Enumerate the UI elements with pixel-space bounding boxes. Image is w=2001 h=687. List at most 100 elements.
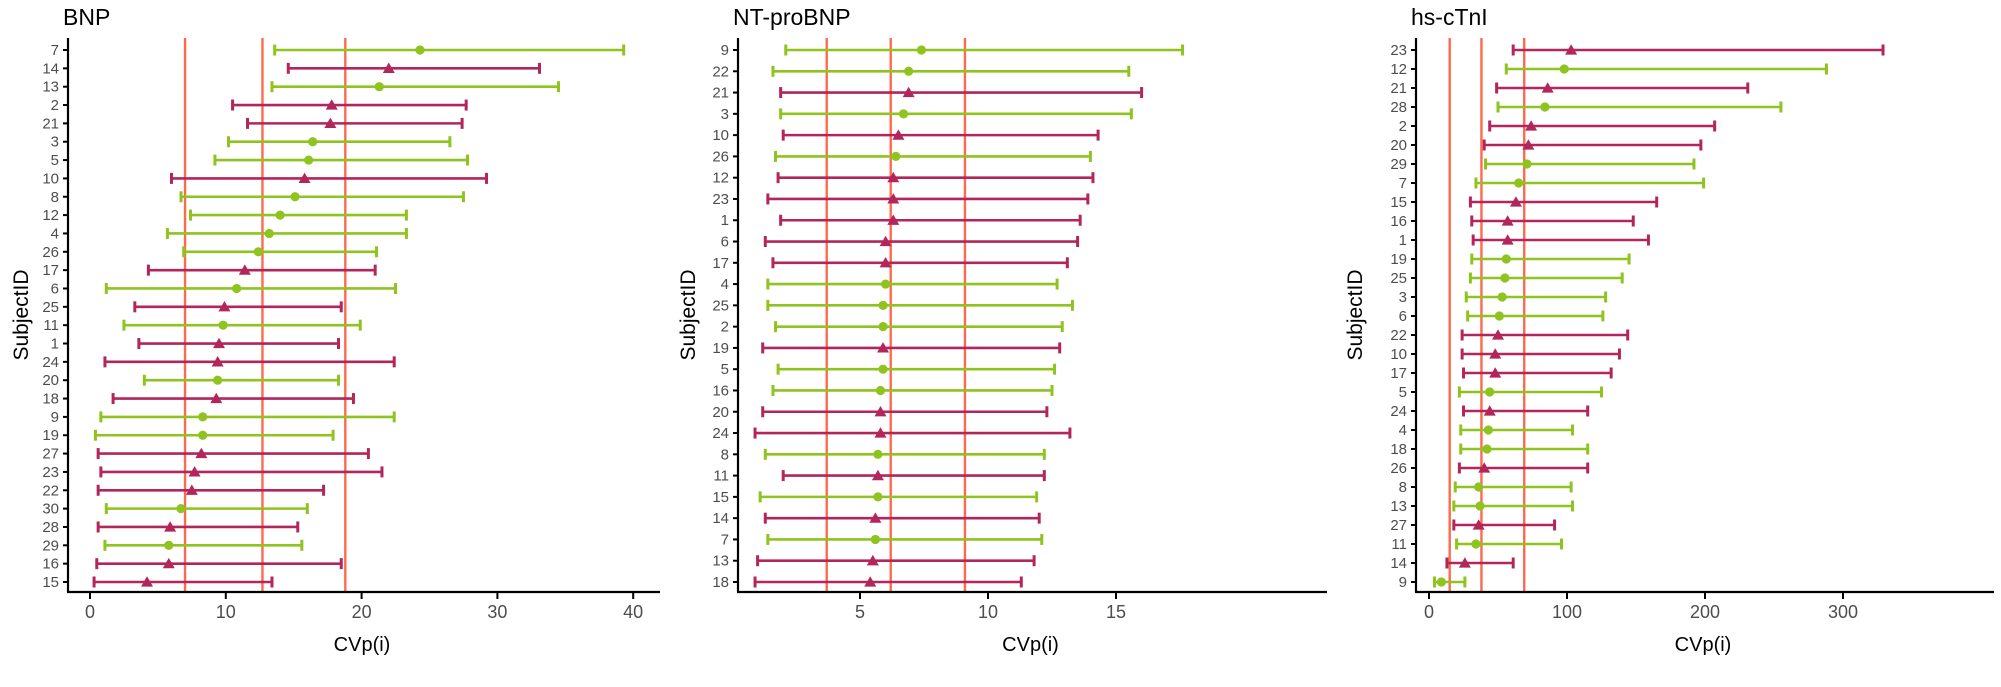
mean-point-triangle xyxy=(324,117,337,128)
mean-point-triangle xyxy=(887,214,900,225)
mean-point-triangle xyxy=(1565,44,1578,55)
mean-point-circle xyxy=(232,283,242,294)
error-bar-row xyxy=(771,257,1069,269)
error-bar-row xyxy=(96,521,300,533)
mean-point-triangle xyxy=(211,356,224,367)
mean-point-circle xyxy=(415,45,425,55)
subject-id-label: 19 xyxy=(42,427,59,444)
subject-id-label: 27 xyxy=(1390,517,1407,534)
mean-point-circle xyxy=(213,375,223,385)
mean-point-triangle xyxy=(864,576,877,587)
error-bar-row xyxy=(146,264,377,276)
subject-id-label: 23 xyxy=(712,191,729,208)
x-tick-label: 300 xyxy=(1828,602,1858,622)
subject-id-label: 22 xyxy=(1390,327,1407,344)
subject-id-label: 30 xyxy=(42,501,59,518)
error-bar-row xyxy=(165,227,408,239)
error-bar-row xyxy=(1496,101,1783,113)
error-bar-row xyxy=(1453,481,1573,493)
error-bar-row xyxy=(753,576,1023,588)
error-bar-row xyxy=(1459,424,1575,436)
subject-id-label: 23 xyxy=(42,464,59,481)
subject-id-label: 20 xyxy=(42,372,59,389)
error-bar-row xyxy=(779,108,1133,120)
error-bar-row xyxy=(1484,158,1696,170)
subject-id-label: 17 xyxy=(712,255,729,272)
subject-id-label: 9 xyxy=(1399,574,1407,591)
error-bar-row xyxy=(1452,500,1575,512)
error-bar-row xyxy=(1468,196,1659,208)
mean-point-circle xyxy=(870,534,880,545)
mean-point-triangle xyxy=(213,337,226,349)
error-bar-row xyxy=(99,411,396,423)
error-bar-row xyxy=(1433,576,1467,588)
subject-id-label: 21 xyxy=(712,85,729,102)
subject-id-label: 14 xyxy=(712,510,729,527)
mean-point-triangle xyxy=(877,342,890,353)
subject-id-label: 7 xyxy=(1399,175,1407,192)
mean-point-triangle xyxy=(892,129,905,140)
mean-point-triangle xyxy=(141,576,154,587)
mean-point-circle xyxy=(1485,387,1495,397)
mean-point-circle xyxy=(898,109,909,119)
mean-point-triangle xyxy=(1478,462,1491,473)
error-bar-row xyxy=(103,539,304,551)
x-tick-label: 5 xyxy=(855,602,865,622)
mean-point-triangle xyxy=(1492,329,1504,340)
error-bar-row xyxy=(779,214,1082,226)
error-bar-row xyxy=(92,576,274,588)
mean-point-triangle xyxy=(879,235,892,247)
error-bar-row xyxy=(1488,120,1717,132)
mean-point-circle xyxy=(164,540,174,550)
subject-id-label: 23 xyxy=(1390,42,1407,59)
x-tick-label: 10 xyxy=(978,602,998,622)
error-bar-row xyxy=(231,99,468,111)
mean-point-circle xyxy=(878,322,888,332)
subject-id-label: 15 xyxy=(712,489,729,506)
x-tick-label: 20 xyxy=(352,602,372,622)
mean-point-circle xyxy=(904,66,914,76)
mean-point-triangle xyxy=(887,193,900,204)
error-bar-row xyxy=(179,191,465,203)
error-bar-row xyxy=(1470,215,1635,227)
error-bar-row xyxy=(1462,405,1590,417)
subject-id-label: 10 xyxy=(42,170,59,187)
error-bar-row xyxy=(776,363,1057,375)
subject-id-label: 22 xyxy=(712,63,729,80)
error-bar-row xyxy=(103,356,396,368)
mean-point-circle xyxy=(1482,444,1492,454)
mean-point-triangle xyxy=(238,264,251,275)
x-tick-label: 10 xyxy=(216,602,236,622)
error-bar-row xyxy=(1452,519,1557,531)
subject-id-label: 17 xyxy=(1390,365,1407,382)
subject-id-label: 18 xyxy=(712,574,729,591)
mean-point-circle xyxy=(1475,501,1485,511)
error-bar-row xyxy=(1495,82,1750,94)
chart-canvas: 2312212822029715161192536221017524418268… xyxy=(1390,38,1994,622)
subject-id-label: 19 xyxy=(712,340,729,357)
mean-point-circle xyxy=(1500,273,1510,283)
subject-id-label: 25 xyxy=(712,297,729,314)
error-bar-row xyxy=(766,278,1059,290)
mean-point-circle xyxy=(873,449,883,459)
x-axis-label-ntprobnp: CVp(i) xyxy=(1002,634,1059,656)
subject-id-label: 1 xyxy=(721,212,729,229)
error-bar-row xyxy=(270,81,561,93)
mean-point-triangle xyxy=(874,405,887,417)
subject-id-label: 24 xyxy=(1390,403,1407,420)
mean-point-triangle xyxy=(195,447,208,459)
mean-point-circle xyxy=(1483,425,1493,435)
error-bar-row xyxy=(1482,139,1703,151)
mean-point-triangle xyxy=(1522,139,1535,150)
subject-id-label: 8 xyxy=(721,446,729,463)
panel-ntprobnp: NT-proBNP SubjectID CVp(i) 9 22 21 3 10 26 12 2… xyxy=(667,0,1334,687)
x-tick-label: 15 xyxy=(1106,602,1126,622)
panel-title-ntprobnp: NT-proBNP xyxy=(733,4,851,30)
error-bar-row xyxy=(781,469,1046,482)
subject-id-label: 5 xyxy=(721,361,729,378)
mean-point-triangle xyxy=(298,172,311,184)
mean-point-circle xyxy=(1436,577,1447,587)
subject-id-label: 12 xyxy=(712,170,729,187)
mean-point-circle xyxy=(253,247,263,257)
subject-id-label: 20 xyxy=(712,404,729,421)
